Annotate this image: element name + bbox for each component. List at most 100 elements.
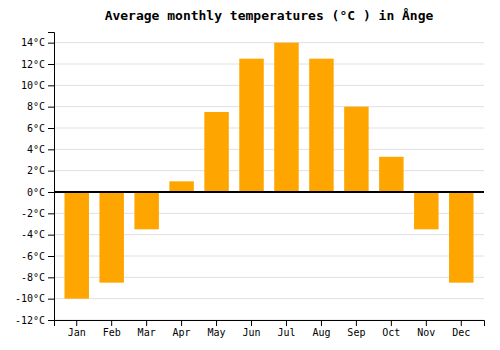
bar (414, 192, 438, 229)
y-tick-mark (48, 320, 54, 321)
bar (204, 112, 228, 192)
y-tick-label: -6°C (21, 251, 45, 262)
grid (54, 43, 484, 320)
grid-line (54, 192, 484, 193)
y-tick-mark (48, 107, 54, 108)
y-tick: 4°C (27, 144, 54, 155)
y-tick: 12°C (21, 59, 54, 70)
x-tick-label: Jun (242, 327, 260, 338)
x-tick: Feb (103, 320, 121, 338)
bar (379, 157, 403, 192)
title: Average monthly temperatures (°C ) in Ån… (105, 8, 434, 23)
y-tick-mark (48, 213, 54, 214)
y-tick-mark (48, 256, 54, 257)
grid-line (54, 298, 484, 299)
y-tick: 8°C (27, 101, 54, 112)
y-tick: -4°C (21, 229, 54, 240)
bar (99, 192, 123, 283)
y-tick: 6°C (27, 123, 54, 134)
x-tick-label: Jan (68, 327, 86, 338)
y-tick: 14°C (21, 37, 54, 48)
y-tick-mark (48, 299, 54, 300)
x-tick-mark (111, 320, 112, 326)
x-tick: Nov (417, 320, 435, 338)
x-tick: May (208, 320, 226, 338)
y-tick-label: -12°C (15, 315, 45, 326)
y-axis: -12°C -10°C -8°C -6°C -4°C -2°C 0°C 2°C 4°C 6°C 8°… (15, 33, 55, 326)
y-axis-line (48, 33, 55, 321)
x-tick-label: Sep (347, 327, 365, 338)
zero-line (54, 191, 484, 193)
grid-line (54, 106, 484, 107)
y-tick-label: 4°C (27, 144, 45, 155)
grid-line (54, 85, 484, 86)
grid-line (54, 42, 484, 43)
y-tick-label: -8°C (21, 272, 45, 283)
y-tick-label: 14°C (21, 37, 45, 48)
x-tick-mark (181, 320, 182, 326)
y-tick: 2°C (27, 165, 54, 176)
x-tick: Apr (173, 320, 191, 338)
bar (344, 107, 368, 192)
chart: -12°C -10°C -8°C -6°C -4°C -2°C 0°C 2°C 4°C 6°C 8°… (0, 0, 500, 350)
y-tick-label: 12°C (21, 59, 45, 70)
bar (449, 192, 473, 283)
y-tick-mark (48, 171, 54, 172)
y-tick-mark (48, 192, 54, 193)
x-tick-mark (461, 320, 462, 326)
x-tick: Jan (68, 320, 86, 338)
x-tick-label: Mar (138, 327, 156, 338)
y-tick: -6°C (21, 251, 54, 262)
y-tick-label: -4°C (21, 229, 45, 240)
y-tick-mark (48, 64, 54, 65)
y-tick-label: 10°C (21, 80, 45, 91)
x-tick-label: Nov (417, 327, 435, 338)
x-tick: Oct (382, 320, 400, 338)
x-axis-line (55, 321, 485, 327)
x-tick-label: Dec (452, 327, 470, 338)
y-tick-label: 0°C (27, 187, 45, 198)
x-tick-mark (321, 320, 322, 326)
y-tick-label: 8°C (27, 101, 45, 112)
x-tick-label: Jul (277, 327, 295, 338)
y-tick-mark (48, 277, 54, 278)
x-tick-mark (426, 320, 427, 326)
bar (309, 59, 333, 192)
grid-line (54, 128, 484, 129)
x-tick-mark (391, 320, 392, 326)
bar (134, 192, 158, 229)
x-tick-mark (76, 320, 77, 326)
x-tick-mark (356, 320, 357, 326)
y-tick: -10°C (15, 293, 54, 304)
grid-line (54, 64, 484, 65)
y-tick-mark (48, 149, 54, 150)
x-axis: Jan Feb Mar Apr May Jun Jul Aug Sep Oct Nov Dec (55, 320, 485, 338)
bar (169, 181, 193, 192)
x-tick-label: Apr (173, 327, 191, 338)
y-tick-label: 2°C (27, 165, 45, 176)
x-tick-mark (216, 320, 217, 326)
y-tick: 0°C (27, 187, 54, 198)
x-tick-mark (286, 320, 287, 326)
y-tick-mark (48, 235, 54, 236)
x-tick: Jun (242, 320, 260, 338)
x-tick: Sep (347, 320, 365, 338)
x-tick-mark (146, 320, 147, 326)
x-tick-label: May (208, 327, 226, 338)
y-tick: -2°C (21, 208, 54, 219)
x-tick: Jul (277, 320, 295, 338)
grid-line (54, 149, 484, 150)
y-tick: -8°C (21, 272, 54, 283)
x-tick-label: Aug (312, 327, 330, 338)
bar (239, 59, 263, 192)
x-tick: Aug (312, 320, 330, 338)
x-tick-label: Oct (382, 327, 400, 338)
x-tick-mark (251, 320, 252, 326)
bar (274, 43, 298, 192)
y-tick-mark (48, 85, 54, 86)
plot-area: -12°C -10°C -8°C -6°C -4°C -2°C 0°C 2°C 4°C 6°C 8°… (15, 33, 485, 339)
y-tick-label: 6°C (27, 123, 45, 134)
x-tick: Dec (452, 320, 470, 338)
y-tick-mark (48, 128, 54, 129)
x-tick-label: Feb (103, 327, 121, 338)
